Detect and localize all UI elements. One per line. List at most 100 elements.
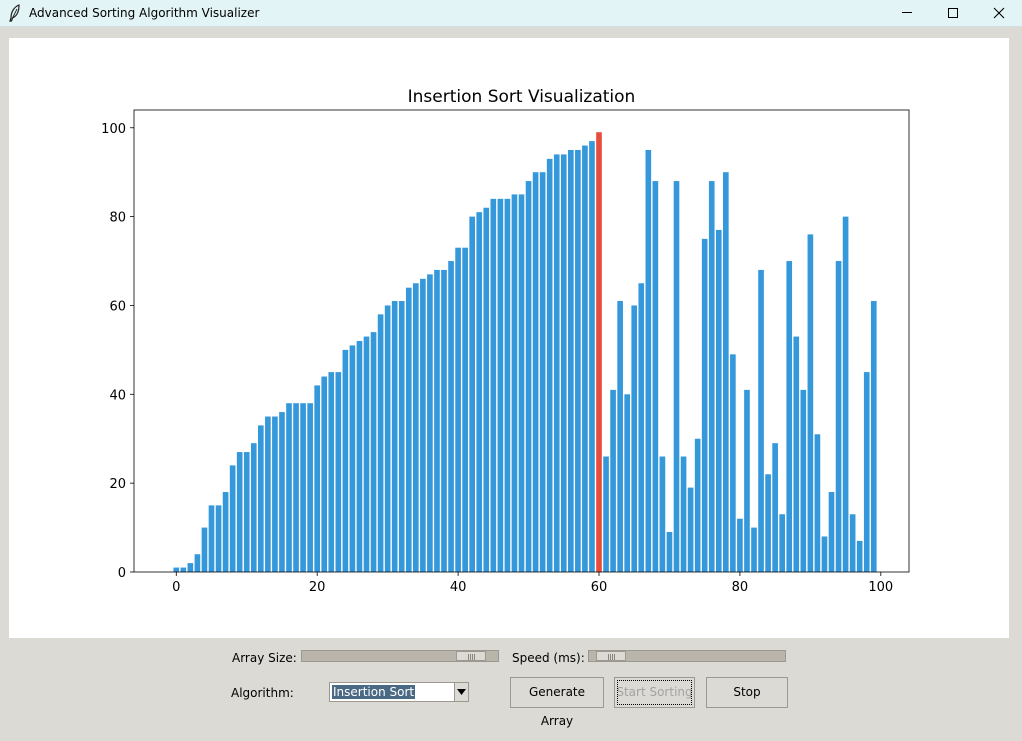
bar: [194, 554, 201, 572]
bar: [708, 181, 715, 572]
bar: [286, 403, 292, 572]
bar: [560, 154, 567, 573]
bar: [800, 389, 807, 572]
bar: [821, 536, 828, 572]
x-tick-label: 80: [732, 580, 749, 595]
bar: [504, 198, 511, 572]
bar: [772, 443, 778, 572]
bar: [849, 514, 856, 572]
bar: [307, 403, 313, 572]
bar-chart: Insertion Sort Visualization 0 20 40 60 80 100…: [101, 87, 910, 595]
bar: [652, 181, 659, 572]
start-sorting-label: Start Sorting: [616, 685, 693, 699]
speed-slider[interactable]: [588, 650, 786, 662]
speed-label: Speed (ms):: [512, 651, 585, 665]
algorithm-select[interactable]: Insertion Sort: [329, 682, 469, 702]
bar: [779, 514, 785, 572]
bar: [215, 505, 222, 572]
bar: [617, 301, 623, 572]
bar: [863, 372, 870, 572]
bar: [870, 301, 877, 572]
minimize-button[interactable]: [884, 0, 930, 26]
array-size-slider[interactable]: [301, 650, 499, 662]
stop-button[interactable]: Stop: [706, 677, 788, 708]
y-tick-label: 60: [109, 299, 126, 314]
x-tick-label: 40: [450, 580, 467, 595]
bar: [539, 172, 546, 572]
bar: [384, 305, 391, 572]
bar: [349, 345, 356, 572]
bar: [300, 403, 306, 572]
bar: [518, 194, 525, 572]
generate-array-button[interactable]: Generate Array: [510, 677, 604, 728]
bar: [546, 158, 553, 572]
bar: [243, 452, 250, 572]
close-icon: [993, 7, 1005, 19]
bar: [293, 403, 299, 572]
minimize-icon: [902, 12, 912, 13]
maximize-button[interactable]: [930, 0, 976, 26]
bar: [814, 434, 821, 572]
bar: [180, 567, 187, 572]
array-size-slider-handle[interactable]: [456, 651, 486, 661]
start-sorting-button[interactable]: Start Sorting: [614, 677, 695, 708]
bar: [765, 474, 771, 572]
bar: [603, 456, 609, 572]
bar: [427, 274, 433, 572]
bar: [420, 278, 426, 572]
bar: [441, 269, 447, 572]
bar: [250, 443, 257, 572]
bar: [659, 456, 666, 572]
bar: [638, 283, 645, 572]
y-tick-label: 0: [118, 566, 126, 581]
bar: [363, 336, 370, 572]
title-bar[interactable]: Advanced Sorting Algorithm Visualizer: [0, 0, 1022, 27]
bar: [568, 149, 574, 572]
bar: [455, 247, 461, 572]
bar: [582, 145, 588, 572]
bar: [483, 207, 490, 573]
y-tick-label: 100: [101, 122, 126, 137]
bar: [511, 194, 518, 572]
bar: [624, 394, 630, 572]
bar: [525, 181, 532, 572]
x-tick-label: 0: [172, 580, 180, 595]
bar: [758, 269, 764, 572]
speed-slider-handle[interactable]: [596, 651, 626, 661]
bar: [258, 425, 264, 572]
bar: [645, 149, 652, 572]
y-tick-label: 80: [109, 211, 126, 226]
bar: [236, 452, 243, 572]
bar: [469, 216, 475, 572]
bar: [448, 261, 454, 572]
bar: [497, 198, 504, 572]
plot-frame: [133, 109, 910, 573]
bar: [272, 416, 278, 572]
x-tick-label: 20: [309, 580, 326, 595]
bar: [673, 181, 680, 572]
plot-canvas: Insertion Sort Visualization 0 20 40 60 80 100…: [9, 38, 1009, 638]
bar: [828, 492, 835, 572]
bar: [737, 518, 743, 572]
bar: [398, 301, 405, 572]
bar: [342, 349, 349, 572]
bar: [377, 314, 384, 572]
algorithm-label: Algorithm:: [231, 686, 294, 700]
x-tick-label: 100: [868, 580, 893, 595]
bar: [222, 492, 229, 572]
y-tick-label: 20: [109, 477, 126, 492]
bar: [532, 172, 539, 572]
dropdown-arrow-button[interactable]: [454, 683, 468, 701]
close-button[interactable]: [976, 0, 1022, 26]
bar: [335, 372, 342, 572]
bar: [476, 212, 483, 573]
bar: [413, 283, 419, 572]
bar: [715, 229, 722, 572]
bar: [328, 372, 335, 572]
chevron-down-icon: [457, 689, 466, 695]
bar: [589, 141, 595, 572]
bar: [265, 416, 271, 572]
bar: [321, 376, 328, 572]
bar: [835, 261, 842, 572]
bar: [356, 341, 363, 572]
